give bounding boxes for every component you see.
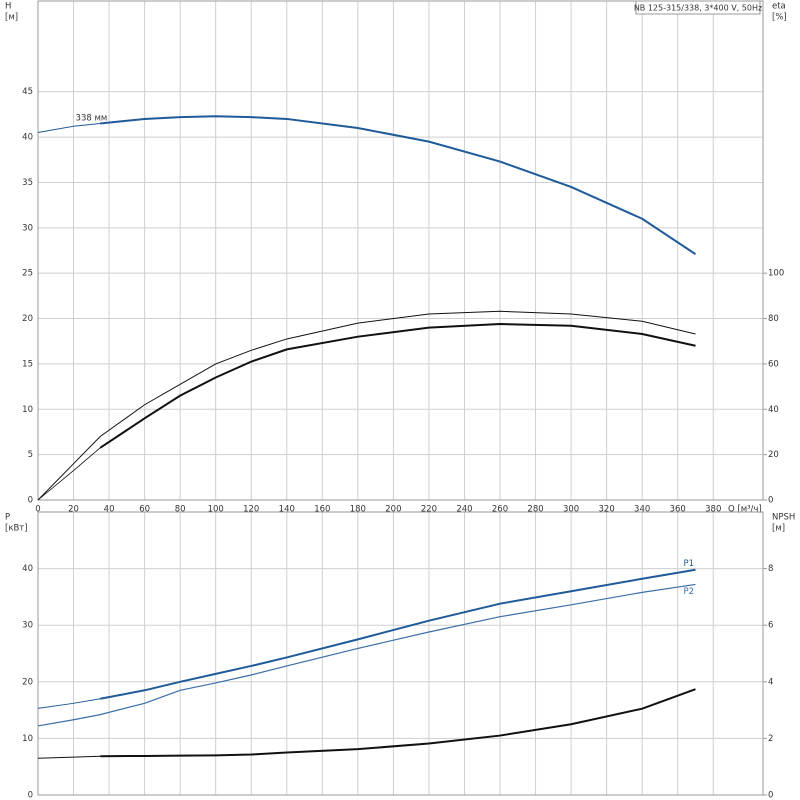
y-tick-label: 45	[22, 87, 33, 97]
y-tick-label: 20	[22, 314, 33, 324]
title-box	[635, 0, 761, 15]
x-tick-label: 100	[208, 505, 224, 515]
series-label: P1	[683, 559, 694, 569]
y2-tick-label: 8	[768, 564, 773, 574]
series-line	[100, 568, 696, 700]
y2-tick-label: 2	[768, 734, 773, 744]
y2-axis-label: NPSH	[772, 513, 795, 523]
series-line	[37, 698, 101, 709]
y-tick-label: 20	[22, 677, 33, 687]
y2-tick-label: 4	[768, 677, 773, 687]
y-tick-label: 40	[22, 133, 33, 143]
y-tick-label: 15	[22, 359, 33, 369]
plot-frame	[37, 511, 764, 796]
y-tick-label: 25	[22, 269, 33, 279]
plot-frame	[37, 0, 764, 501]
x-tick-label: 300	[563, 505, 579, 515]
x-tick-label: 80	[175, 505, 186, 515]
x-tick-label: 40	[104, 505, 115, 515]
series-line	[100, 115, 697, 255]
x-tick-label: 200	[385, 505, 401, 515]
y-tick-label: 10	[22, 734, 33, 744]
y-tick-label: 35	[22, 178, 33, 188]
y2-tick-label: 40	[768, 405, 779, 415]
y-tick-label: 0	[28, 791, 33, 800]
x-tick-label: 360	[670, 505, 686, 515]
y-tick-label: 30	[22, 223, 33, 233]
y-axis-unit: [м]	[5, 13, 18, 23]
x-tick-label: 320	[599, 505, 615, 515]
x-tick-label: 0	[35, 505, 40, 515]
x-tick-label: 120	[243, 505, 259, 515]
x-tick-label: 60	[139, 505, 150, 515]
y2-tick-label: 100	[768, 269, 784, 279]
y-axis-unit: [кВт]	[5, 524, 28, 534]
y2-axis-label: eta	[772, 2, 786, 12]
x-tick-label: 240	[456, 505, 472, 515]
x-tick-label: 20	[68, 505, 79, 515]
y2-tick-label: 0	[768, 791, 773, 800]
chart-title: NB 125-315/338, 3*400 V, 50Hz	[634, 4, 762, 13]
y2-tick-label: 20	[768, 450, 779, 460]
y2-axis-unit: [м]	[772, 524, 785, 534]
series-line	[100, 688, 696, 758]
series-line	[37, 447, 101, 501]
y2-tick-label: 80	[768, 314, 779, 324]
x-tick-label: 140	[279, 505, 295, 515]
y2-tick-label: 60	[768, 359, 779, 369]
y2-axis-unit: [%]	[772, 13, 787, 23]
series-line	[37, 310, 696, 501]
series-line	[37, 122, 101, 134]
y2-tick-label: 0	[768, 496, 773, 506]
y-tick-label: 5	[28, 450, 33, 460]
y-tick-label: 30	[22, 621, 33, 631]
series-line	[37, 755, 101, 759]
y2-tick-label: 6	[768, 621, 773, 631]
annotation: 338 мм	[76, 113, 108, 123]
series-line	[99, 322, 696, 449]
x-tick-label: 220	[421, 505, 437, 515]
series-label: P2	[683, 587, 694, 597]
x-tick-label: 160	[314, 505, 330, 515]
x-tick-label: 260	[492, 505, 508, 515]
x-axis-label: Q [м³/ч]	[728, 505, 762, 515]
x-tick-label: 280	[527, 505, 543, 515]
series-line	[37, 583, 696, 727]
x-tick-label: 340	[634, 505, 650, 515]
y-axis-label: P	[5, 513, 10, 523]
x-tick-label: 180	[350, 505, 366, 515]
x-tick-label: 380	[705, 505, 721, 515]
y-tick-label: 40	[22, 564, 33, 574]
y-tick-label: 0	[28, 496, 33, 506]
y-axis-label: H	[5, 2, 11, 12]
y-tick-label: 10	[22, 405, 33, 415]
